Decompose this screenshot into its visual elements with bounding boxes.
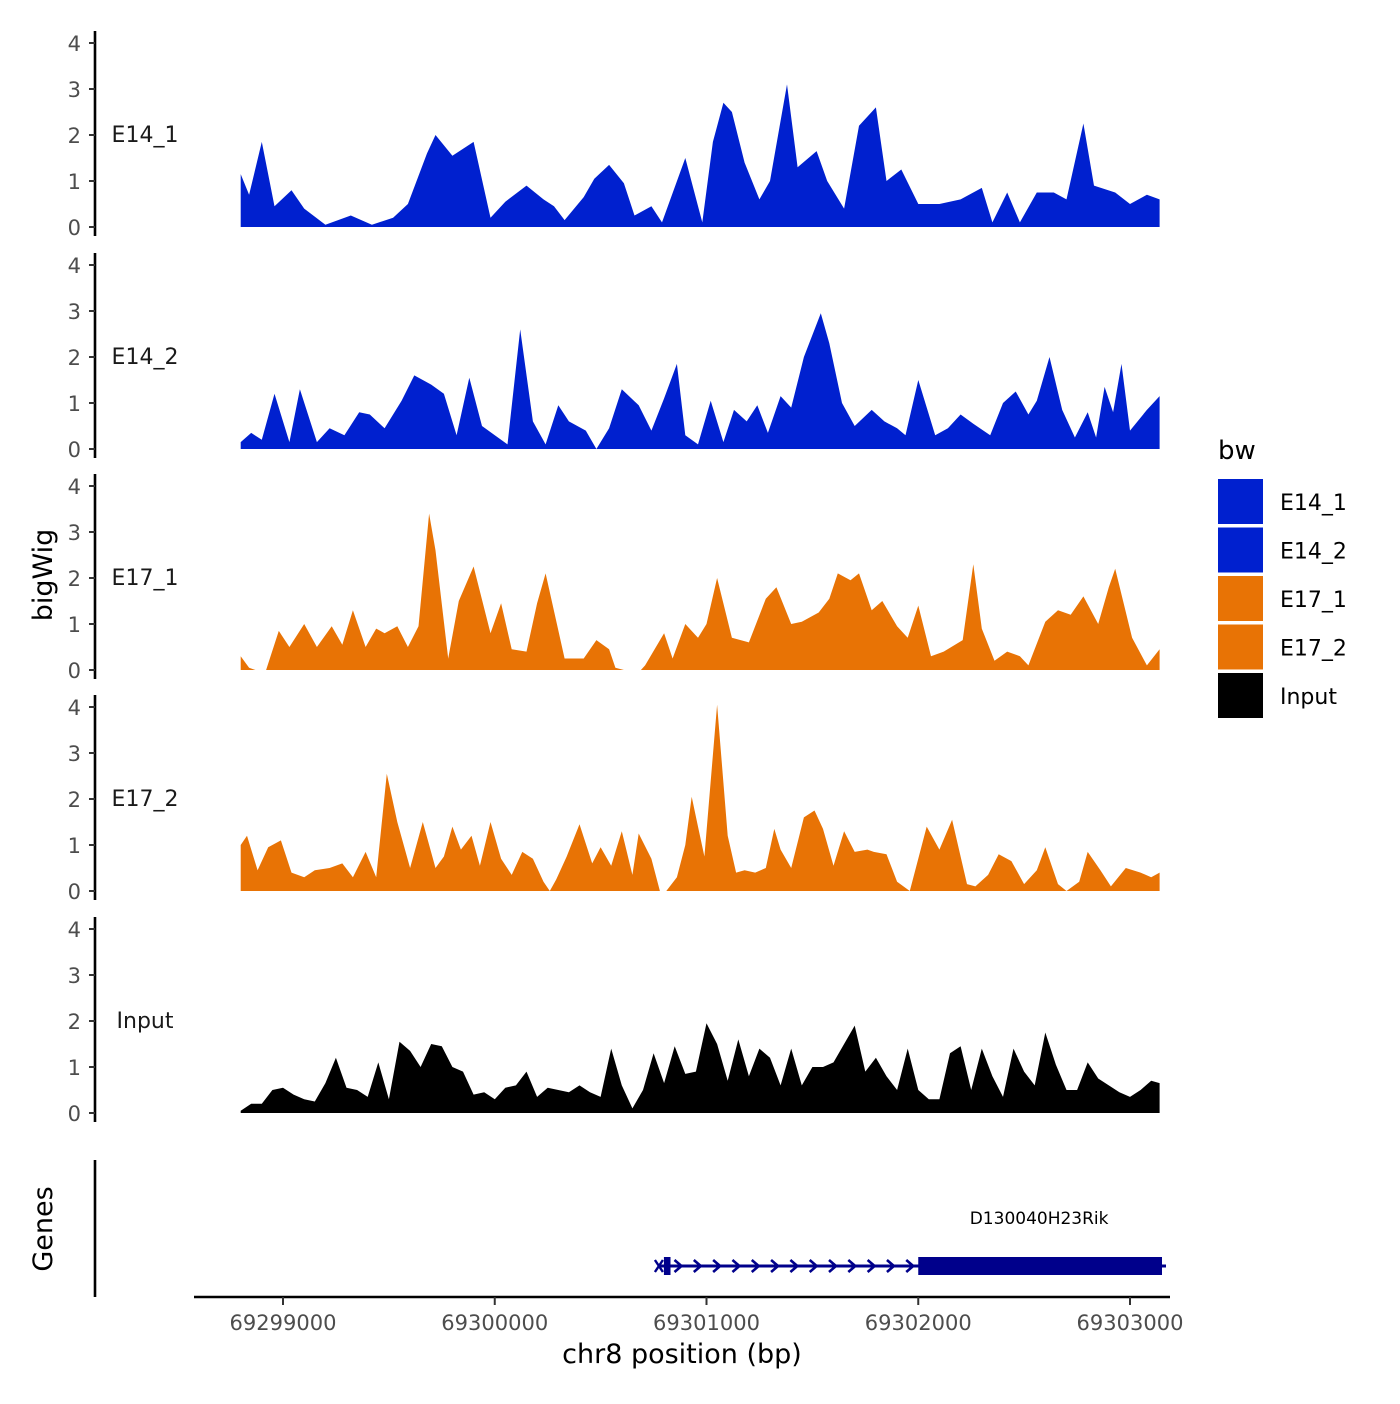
y-tick-label-e17-2-1: 1 xyxy=(68,834,81,858)
gene-name-label: D130040H23Rik xyxy=(970,1209,1109,1229)
gene-strand-chevron xyxy=(750,1259,761,1273)
x-tick-label-69299000: 69299000 xyxy=(230,1311,337,1335)
y-tick-label-e17-2-2: 2 xyxy=(68,788,81,812)
y-tick-label-input-3: 3 xyxy=(68,964,81,988)
y-tick-label-e17-1-2: 2 xyxy=(68,567,81,591)
legend-swatch-e14-2 xyxy=(1218,527,1263,573)
gene-strand-chevron xyxy=(712,1259,723,1273)
y-tick-label-e17-1-0: 0 xyxy=(68,659,81,683)
track-label-e14-2: E14_2 xyxy=(112,345,179,370)
x-tick-label-69302000: 69302000 xyxy=(865,1311,972,1335)
x-tick-label-69301000: 69301000 xyxy=(653,1311,760,1335)
coverage-area-e14-1 xyxy=(240,84,1160,228)
legend-label-e17-1: E17_1 xyxy=(1280,588,1347,613)
y-tick-label-e14-1-2: 2 xyxy=(68,124,81,148)
gene-strand-chevron xyxy=(847,1259,858,1273)
legend-label-e14-2: E14_2 xyxy=(1280,540,1347,565)
y-tick-label-e14-1-0: 0 xyxy=(68,216,81,240)
legend-title: bw xyxy=(1218,436,1256,466)
y-tick-label-e14-1-1: 1 xyxy=(68,170,81,194)
gene-exon-thick xyxy=(918,1257,1162,1275)
y-tick-label-e14-2-2: 2 xyxy=(68,346,81,370)
y-axis-title: bigWig xyxy=(28,529,59,622)
x-tick-label-69300000: 69300000 xyxy=(441,1311,548,1335)
gene-strand-chevron xyxy=(770,1259,781,1273)
legend-swatch-e17-2 xyxy=(1218,624,1263,670)
coverage-area-e17-2 xyxy=(240,704,1160,891)
track-label-e14-1: E14_1 xyxy=(112,123,179,148)
track-label-input: Input xyxy=(117,1009,174,1034)
gene-strand-chevron xyxy=(789,1259,800,1273)
y-tick-label-input-0: 0 xyxy=(68,1102,81,1126)
gene-strand-chevron xyxy=(886,1259,896,1273)
gene-strand-chevron xyxy=(905,1259,916,1273)
gene-strand-chevron xyxy=(828,1259,838,1273)
gene-strand-chevron xyxy=(692,1259,703,1273)
y-tick-label-e14-2-1: 1 xyxy=(68,392,81,416)
gene-start-marker xyxy=(653,1259,664,1273)
coverage-area-input xyxy=(240,1023,1160,1113)
y-tick-label-e17-2-0: 0 xyxy=(68,880,81,904)
x-axis-title: chr8 position (bp) xyxy=(562,1339,802,1370)
y-tick-label-e17-2-4: 4 xyxy=(68,696,81,720)
gene-strand-chevron xyxy=(673,1259,684,1273)
legend-swatch-e17-1 xyxy=(1218,576,1263,621)
track-label-e17-1: E17_1 xyxy=(112,566,179,591)
coverage-area-e14-2 xyxy=(240,313,1160,449)
y-tick-label-e17-1-3: 3 xyxy=(68,521,81,545)
gene-strand-chevron xyxy=(808,1259,819,1273)
legend-label-e14-1: E14_1 xyxy=(1280,491,1347,516)
gene-strand-chevron xyxy=(866,1259,877,1273)
legend-label-input: Input xyxy=(1280,685,1337,710)
x-tick-label-69303000: 69303000 xyxy=(1077,1311,1184,1335)
y-tick-label-e14-2-3: 3 xyxy=(68,300,81,324)
gene-strand-chevron xyxy=(731,1259,742,1273)
y-tick-label-e14-2-4: 4 xyxy=(68,254,81,278)
y-tick-label-e17-1-1: 1 xyxy=(68,613,81,637)
gene-track-title: Genes xyxy=(28,1186,59,1271)
y-tick-label-e14-1-4: 4 xyxy=(68,32,81,56)
y-tick-label-input-2: 2 xyxy=(68,1010,81,1034)
y-tick-label-e17-2-3: 3 xyxy=(68,742,81,766)
y-tick-label-e14-1-3: 3 xyxy=(68,78,81,102)
legend-swatch-e14-1 xyxy=(1218,479,1263,524)
gene-exon-first xyxy=(663,1257,671,1275)
y-tick-label-input-4: 4 xyxy=(68,918,81,942)
legend-swatch-input xyxy=(1218,673,1263,718)
y-tick-label-e14-2-0: 0 xyxy=(68,438,81,462)
y-tick-label-input-1: 1 xyxy=(68,1056,81,1080)
coverage-area-e17-1 xyxy=(240,513,1160,670)
legend-label-e17-2: E17_2 xyxy=(1280,637,1347,662)
y-tick-label-e17-1-4: 4 xyxy=(68,475,81,499)
track-label-e17-2: E17_2 xyxy=(112,787,179,812)
